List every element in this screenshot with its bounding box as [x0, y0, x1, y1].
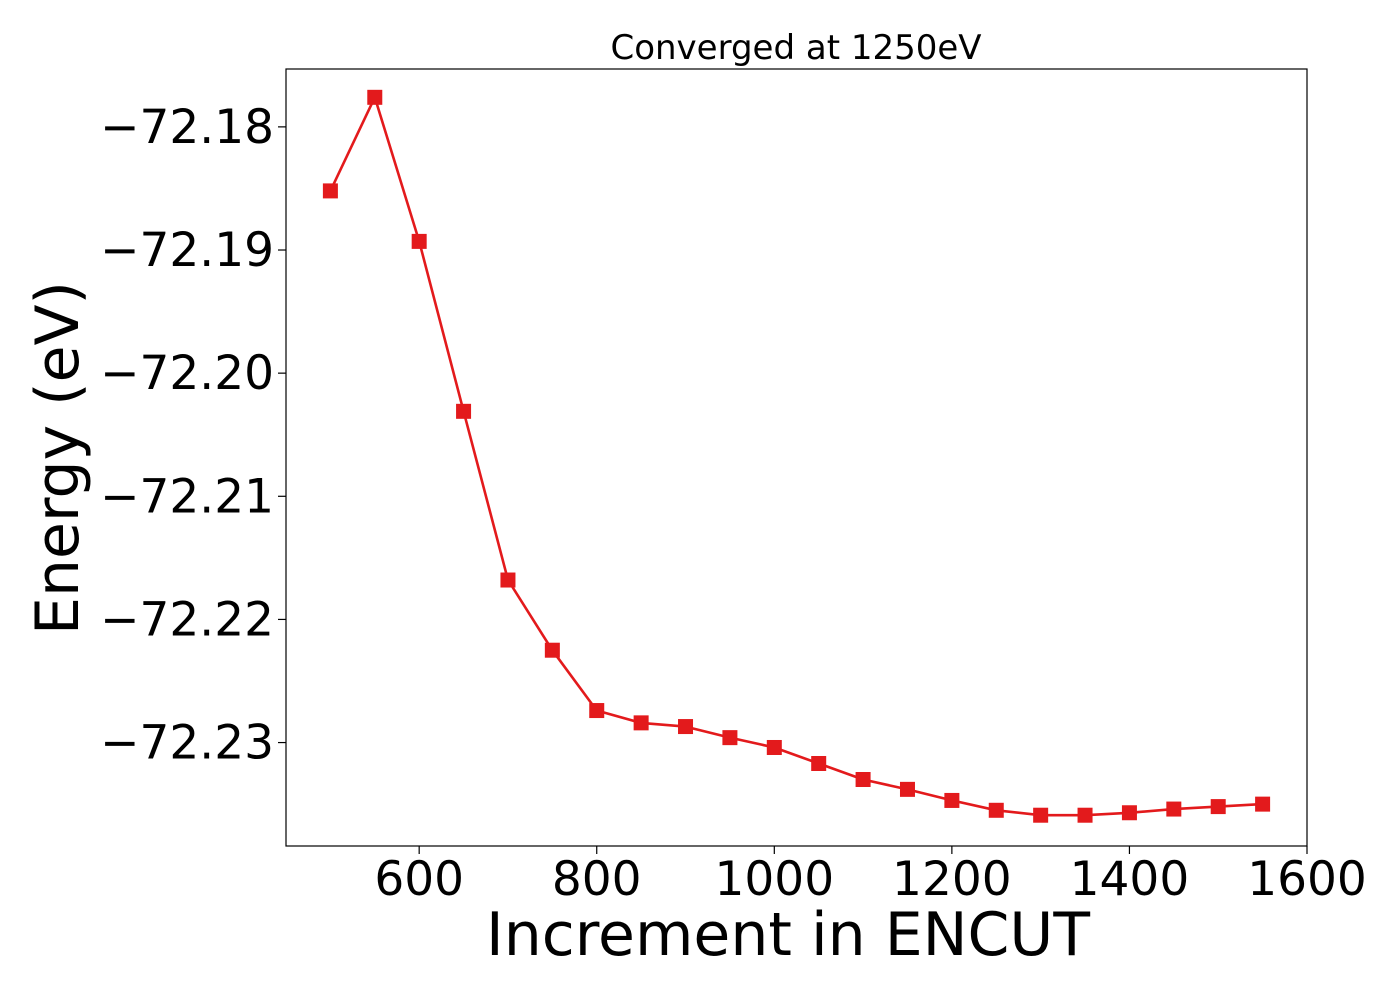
x-tick-label: 800: [552, 852, 642, 907]
data-point: [1033, 807, 1049, 823]
data-point: [1121, 805, 1137, 821]
data-point: [411, 233, 427, 249]
data-point: [456, 403, 472, 419]
plot-area: [322, 89, 1271, 823]
data-point: [1210, 799, 1226, 815]
data-point: [633, 715, 649, 731]
plot-frame: [285, 68, 1308, 847]
data-point: [988, 802, 1004, 818]
data-point: [722, 730, 738, 746]
y-tick-label: −72.22: [100, 592, 274, 647]
x-tick-label: 1400: [1070, 852, 1190, 907]
y-axis: −72.18 −72.19 −72.20 −72.21 −72.22 −72.23: [100, 100, 286, 771]
y-tick-label: −72.20: [100, 346, 274, 401]
data-point: [1077, 807, 1093, 823]
data-point: [544, 642, 560, 658]
x-axis-label: Increment in ENCUT: [486, 900, 1090, 970]
data-point: [766, 739, 782, 755]
x-tick-label: 600: [374, 852, 464, 907]
data-point: [811, 755, 827, 771]
y-tick-label: −72.21: [100, 469, 274, 524]
y-tick-label: −72.23: [100, 716, 274, 771]
y-axis-label: Energy (eV): [23, 281, 93, 635]
data-point: [944, 792, 960, 808]
y-tick-label: −72.18: [100, 100, 274, 155]
data-point: [1255, 796, 1271, 812]
data-point: [500, 572, 516, 588]
series-line: [329, 96, 1263, 817]
data-point: [1166, 801, 1182, 817]
data-point: [589, 703, 605, 719]
x-tick-label: 1200: [892, 852, 1012, 907]
data-point: [322, 183, 338, 199]
x-axis: 600 800 1000 1200 1400 1600: [374, 846, 1367, 907]
data-point: [855, 772, 871, 788]
data-point: [367, 89, 383, 105]
y-tick-label: −72.19: [100, 223, 274, 278]
x-tick-label: 1600: [1247, 852, 1367, 907]
data-point: [678, 719, 694, 735]
chart-title: Converged at 1250eV: [610, 28, 981, 68]
data-point: [899, 781, 915, 797]
x-tick-label: 1000: [714, 852, 834, 907]
